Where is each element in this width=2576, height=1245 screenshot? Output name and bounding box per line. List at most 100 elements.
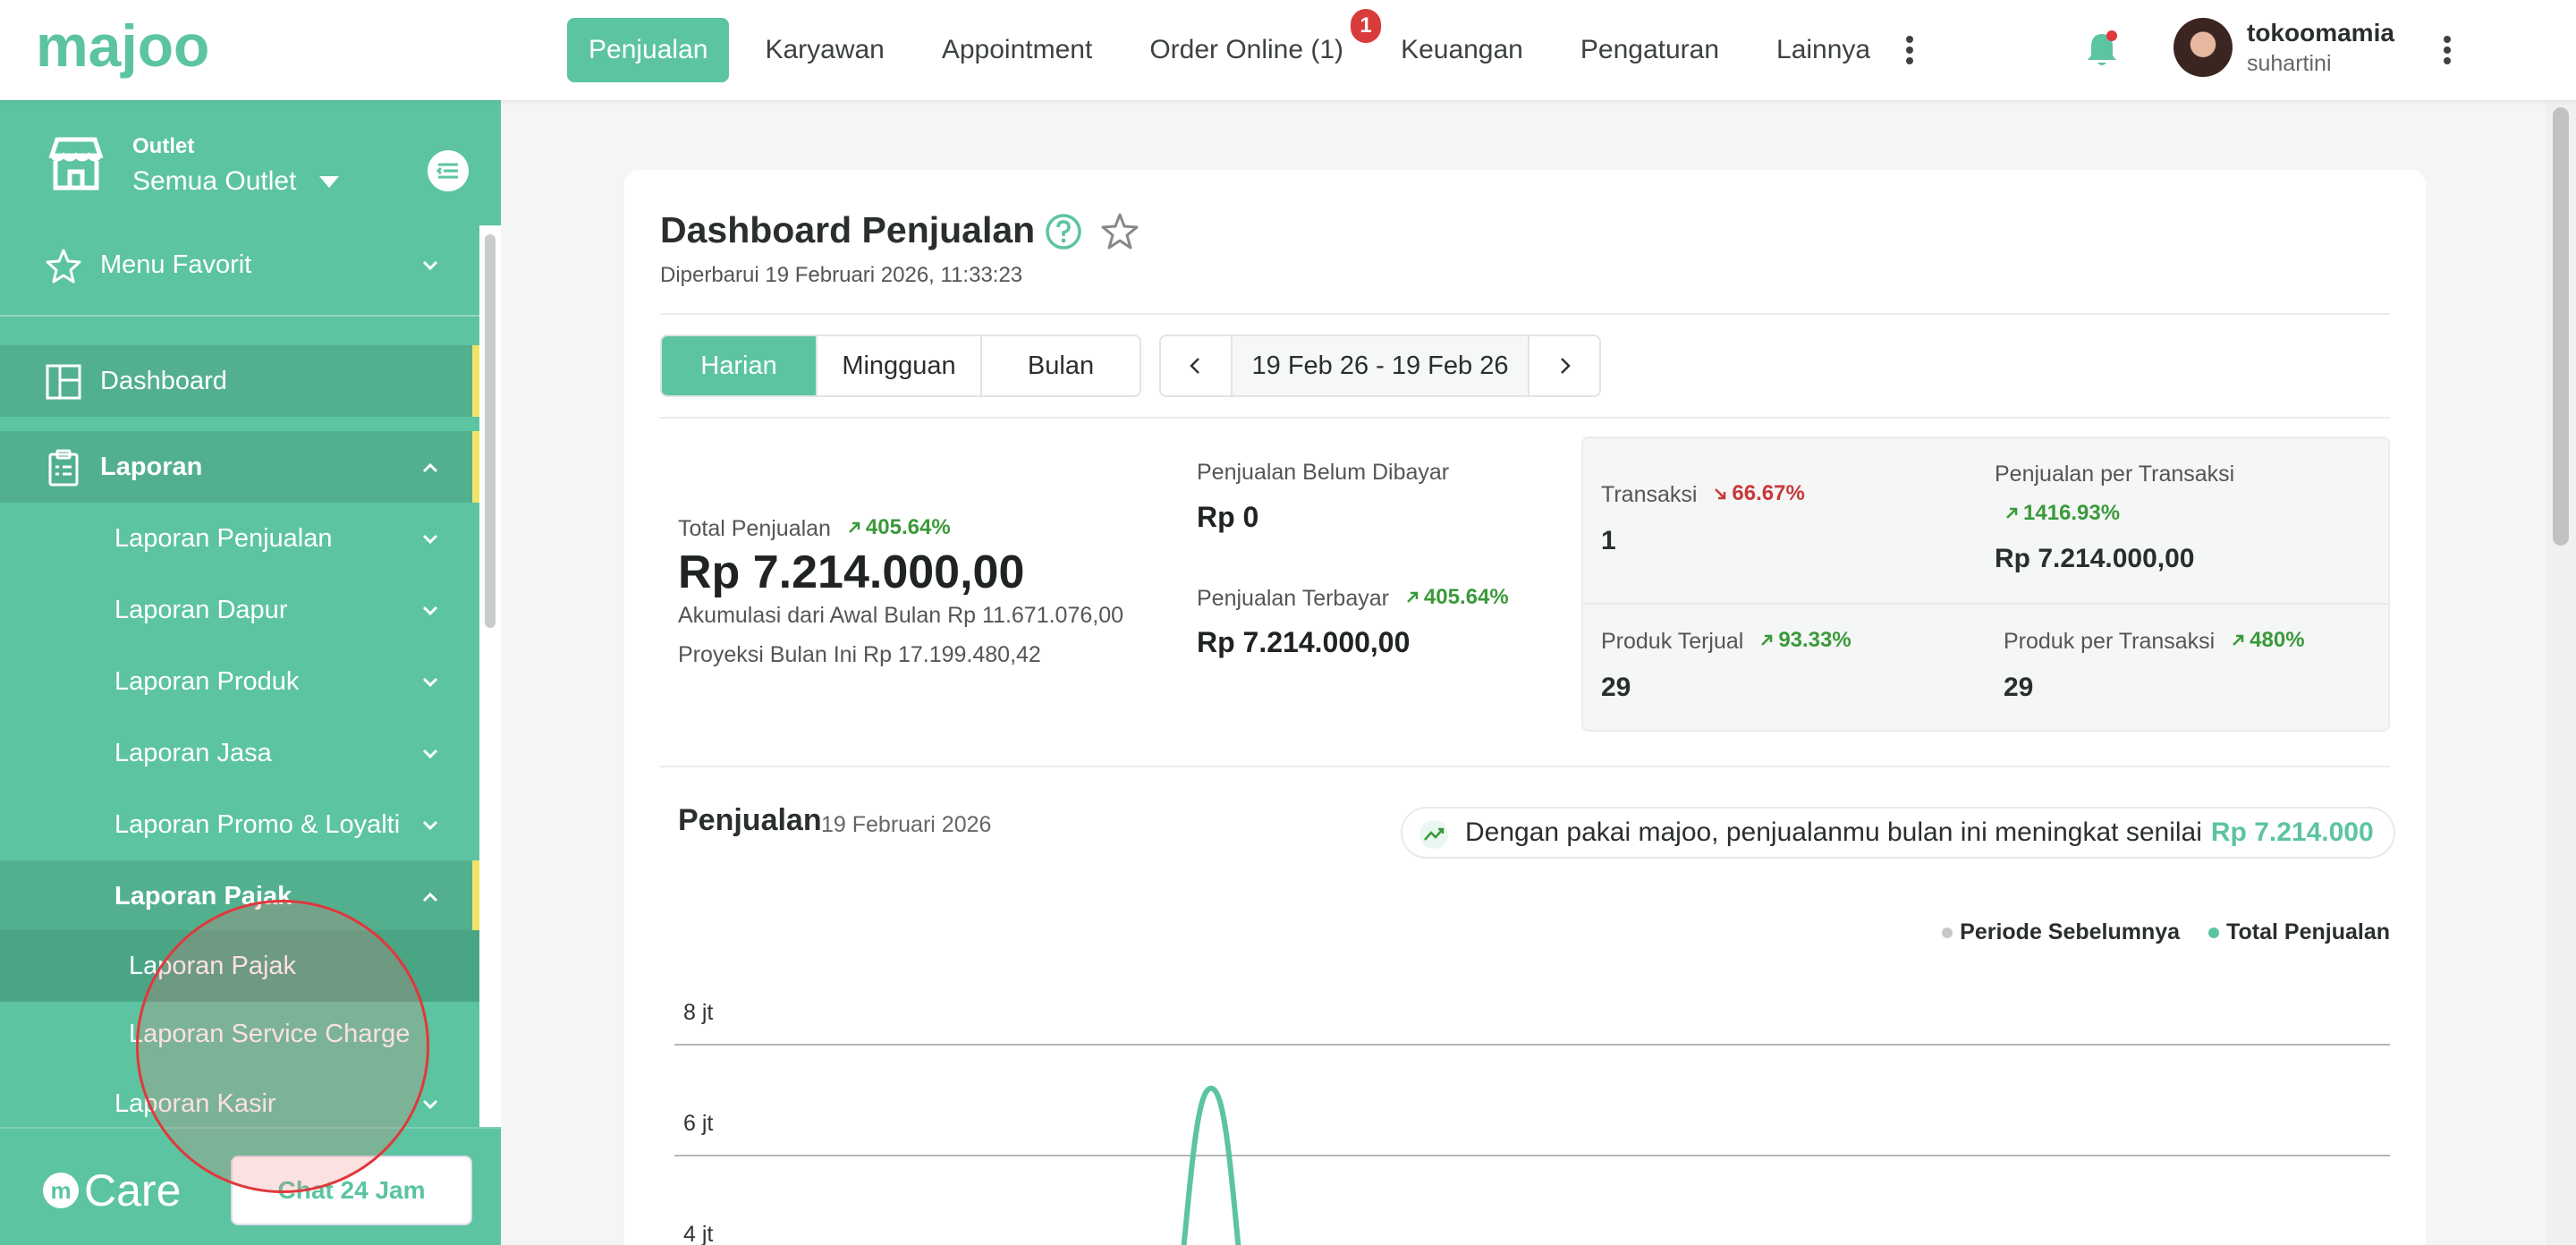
active-indicator (472, 345, 479, 417)
period-bulan[interactable]: Bulan (1027, 351, 1095, 380)
sidebar-item-laporan-kasir[interactable]: Laporan Kasir (0, 1068, 479, 1139)
chevron-down-icon (422, 1099, 438, 1110)
page-title: Dashboard Penjualan (660, 209, 1036, 250)
transaksi-value: 1 (1601, 526, 1616, 555)
help-icon[interactable] (1045, 213, 1082, 250)
user-profile[interactable]: tokoomamia suhartini (2174, 18, 2394, 77)
total-penjualan-change: 405.64% (846, 515, 951, 540)
store-icon (47, 136, 106, 191)
sidebar-item-laporan-promo-loyalti[interactable]: Laporan Promo & Loyalti (0, 789, 479, 860)
period-selector: Harian Mingguan Bulan (660, 335, 1141, 397)
top-bar: majoo Penjualan Karyawan Appointment Ord… (0, 0, 2576, 100)
chevron-down-icon (422, 677, 438, 688)
arrow-up-right-icon (849, 521, 860, 533)
sales-section-date: 19 Februari 2026 (821, 812, 992, 837)
sidebar-item-laporan-service-charge[interactable]: Laporan Service Charge (129, 1019, 411, 1048)
chart-legend: Periode Sebelumnya Total Penjualan (1913, 919, 2390, 945)
penjualan-terbayar-label: Penjualan Terbayar 405.64% (1197, 585, 1509, 611)
sidebar-item-laporan-pajak[interactable]: Laporan Pajak (0, 930, 479, 1002)
chevron-down-icon (422, 260, 438, 271)
outlet-value[interactable]: Semua Outlet (132, 166, 340, 197)
sidebar-item-laporan-pajak-group[interactable]: Laporan Pajak (0, 860, 479, 932)
nav-pengaturan[interactable]: Pengaturan (1580, 35, 1720, 64)
stats-panel: Transaksi 66.67% 1 Penjualan per Transak… (1581, 436, 2390, 732)
sales-line-chart: 8 jt 6 jt 4 jt (674, 1000, 2390, 1245)
svg-text:majoo: majoo (36, 16, 209, 79)
active-indicator (472, 431, 479, 503)
sidebar-item-laporan-penjualan[interactable]: Laporan Penjualan (0, 503, 479, 574)
penjualan-per-transaksi-value: Rp 7.214.000,00 (1995, 544, 2195, 573)
period-mingguan[interactable]: Mingguan (818, 336, 982, 395)
outlet-selector[interactable]: Outlet Semua Outlet (0, 100, 501, 234)
favorite-star-icon[interactable] (1100, 211, 1140, 250)
chevron-down-icon (422, 606, 438, 616)
trend-up-icon (1419, 820, 1448, 849)
chevron-down-icon (422, 820, 438, 831)
arrow-up-right-icon (1407, 591, 1419, 603)
sidebar-item-laporan-produk[interactable]: Laporan Produk (0, 646, 479, 717)
nav-penjualan[interactable]: Penjualan (567, 18, 730, 82)
majoo-logo[interactable]: majoo (36, 13, 250, 85)
clipboard-icon (48, 449, 79, 487)
legend-total-penjualan[interactable]: Total Penjualan (2208, 919, 2390, 945)
sidebar-item-laporan-dapur[interactable]: Laporan Dapur (0, 574, 479, 646)
sidebar-scrollbar-thumb[interactable] (485, 234, 496, 628)
legend-dot (1942, 927, 1953, 938)
sidebar-item-dashboard[interactable]: Dashboard (0, 345, 479, 417)
divider (660, 417, 2390, 419)
growth-banner: Dengan pakai majoo, penjualanmu bulan in… (1401, 807, 2395, 859)
series-total-penjualan (1181, 1085, 1241, 1245)
legend-dot (2208, 927, 2220, 938)
collapse-sidebar-button[interactable] (428, 150, 469, 191)
dashboard-icon (46, 364, 81, 400)
nav-keuangan[interactable]: Keuangan (1401, 35, 1523, 64)
produk-per-transaksi-change: 480% (2230, 628, 2305, 653)
chevron-right-icon (1561, 358, 1571, 374)
produk-per-transaksi-value: 29 (2004, 673, 2034, 702)
transaksi-label: Transaksi 66.67% (1601, 481, 1805, 507)
nav-appointment[interactable]: Appointment (941, 35, 1093, 64)
main-scrollbar-thumb[interactable] (2553, 107, 2569, 546)
date-range-value[interactable]: 19 Feb 26 - 19 Feb 26 (1231, 336, 1530, 395)
y-tick-4jt: 4 jt (683, 1222, 713, 1245)
chevron-down-icon (422, 749, 438, 759)
proyeksi-text: Proyeksi Bulan Ini Rp 17.199.480,42 (678, 642, 1041, 667)
sidebar-item-laporan[interactable]: Laporan (0, 431, 479, 503)
user-name: tokoomamia (2247, 18, 2394, 47)
nav-lainnya[interactable]: Lainnya (1776, 35, 1871, 64)
active-indicator (472, 860, 479, 932)
sales-section-title: Penjualan (678, 803, 822, 837)
more-vertical-icon[interactable] (1892, 18, 1928, 82)
divider (1583, 603, 2388, 605)
star-icon (46, 249, 81, 284)
top-navigation: Penjualan Karyawan Appointment Order Onl… (567, 9, 1928, 82)
user-menu-icon[interactable] (2429, 32, 2465, 68)
penjualan-per-transaksi-label: Penjualan per Transaksi (1995, 462, 2235, 487)
produk-per-transaksi-label: Produk per Transaksi 480% (2004, 628, 2305, 654)
penjualan-belum-dibayar-label: Penjualan Belum Dibayar (1197, 460, 1450, 485)
next-date-button[interactable] (1530, 336, 1599, 395)
akumulasi-text: Akumulasi dari Awal Bulan Rp 11.671.076,… (678, 603, 1124, 628)
notification-bell-icon[interactable] (2084, 29, 2120, 70)
chevron-up-icon (422, 892, 438, 902)
total-penjualan-label: Total Penjualan 405.64% (678, 515, 951, 541)
prev-date-button[interactable] (1161, 336, 1231, 395)
sidebar-divider (0, 315, 479, 317)
transaksi-change: 66.67% (1712, 481, 1805, 506)
arrow-up-right-icon (2006, 507, 2018, 519)
penjualan-terbayar-value: Rp 7.214.000,00 (1197, 626, 1411, 658)
order-online-badge: 1 (1351, 9, 1382, 43)
produk-terjual-change: 93.33% (1758, 628, 1852, 653)
nav-order-online[interactable]: Order Online (1) 1 (1128, 9, 1382, 82)
avatar[interactable] (2174, 18, 2233, 77)
sidebar-item-menu-favorit[interactable]: Menu Favorit (0, 229, 479, 301)
outlet-label: Outlet (132, 134, 195, 158)
nav-karyawan[interactable]: Karyawan (765, 35, 885, 64)
sidebar: Outlet Semua Outlet Menu Favorit Dashboa… (0, 100, 501, 1245)
chat-24-jam-button[interactable]: Chat 24 Jam (231, 1156, 472, 1225)
sidebar-item-laporan-jasa[interactable]: Laporan Jasa (0, 717, 479, 789)
period-harian[interactable]: Harian (662, 336, 818, 395)
chevron-up-icon (422, 462, 438, 473)
legend-periode-sebelumnya[interactable]: Periode Sebelumnya (1942, 919, 2180, 945)
divider (660, 766, 2390, 767)
